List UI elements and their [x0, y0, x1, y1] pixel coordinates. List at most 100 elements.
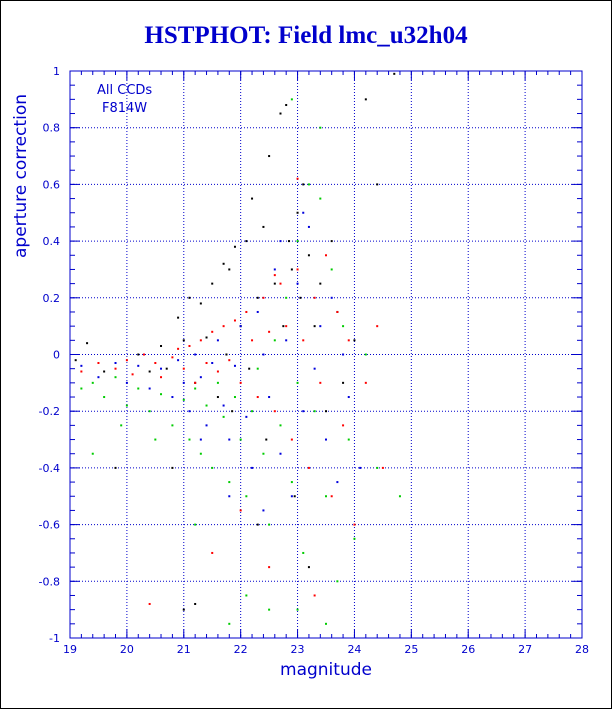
data-point	[330, 495, 333, 498]
data-point	[290, 481, 293, 484]
data-point	[325, 254, 327, 257]
data-point	[285, 104, 288, 107]
data-point	[97, 376, 100, 379]
data-point	[182, 398, 185, 401]
y-tick-label: 0.6	[43, 178, 61, 191]
data-point	[265, 438, 268, 441]
y-tick-label: -0.8	[39, 575, 60, 588]
data-point	[290, 98, 293, 101]
data-point	[251, 339, 254, 342]
y-tick-label: -0.2	[39, 405, 60, 418]
data-point	[91, 452, 94, 455]
data-point	[330, 240, 333, 243]
data-point	[268, 523, 271, 526]
data-point	[182, 381, 185, 384]
data-point	[279, 112, 282, 115]
data-point	[80, 364, 83, 367]
data-point	[325, 495, 327, 498]
data-point	[268, 566, 271, 569]
data-point	[194, 353, 197, 356]
data-point	[319, 381, 322, 384]
data-point	[319, 282, 322, 285]
annotation-ccds: All CCDs	[97, 83, 152, 98]
data-point	[285, 325, 288, 328]
data-point	[302, 183, 305, 186]
data-point	[137, 387, 140, 390]
data-point	[222, 262, 225, 265]
data-point	[290, 495, 293, 498]
data-point	[160, 393, 163, 396]
y-axis-label: aperture correction	[11, 94, 31, 258]
data-point	[364, 98, 367, 101]
data-point	[398, 495, 401, 498]
y-tick-label: 0	[53, 349, 60, 362]
data-point	[342, 381, 345, 384]
data-point	[273, 282, 276, 285]
data-point	[171, 424, 174, 427]
data-point	[273, 268, 276, 271]
data-point	[194, 523, 197, 526]
data-point	[245, 240, 248, 243]
data-point	[199, 376, 202, 379]
data-point	[216, 396, 219, 399]
data-point	[302, 551, 305, 554]
data-point	[296, 608, 299, 611]
y-tick-label: 0.2	[43, 292, 61, 305]
data-point	[148, 387, 151, 390]
x-tick-label: 27	[518, 643, 532, 656]
data-point	[86, 342, 89, 345]
data-point	[211, 466, 214, 469]
y-tick-label: -0.6	[39, 519, 60, 532]
data-point	[336, 310, 339, 313]
data-point	[359, 466, 362, 469]
grid	[70, 71, 582, 638]
data-point	[319, 325, 322, 328]
data-point	[125, 404, 128, 407]
y-tick-label: 0.8	[43, 122, 61, 135]
data-point	[313, 296, 316, 299]
data-point	[393, 72, 396, 75]
data-point	[188, 438, 191, 441]
data-point	[182, 608, 185, 611]
data-point	[160, 344, 163, 347]
data-point	[245, 594, 248, 597]
data-point	[248, 367, 251, 370]
data-point	[279, 282, 282, 285]
data-point	[205, 362, 208, 365]
data-point	[319, 126, 322, 129]
data-point	[262, 225, 265, 228]
data-point	[296, 381, 299, 384]
data-point	[103, 370, 106, 373]
data-point	[307, 254, 310, 257]
data-point	[171, 396, 174, 399]
data-point	[347, 339, 350, 342]
data-point	[233, 364, 236, 367]
data-point	[256, 523, 259, 526]
y-tick-label: -0.4	[39, 462, 60, 475]
data-point	[228, 481, 231, 484]
data-point	[262, 296, 265, 299]
data-point	[137, 353, 140, 356]
data-point	[307, 566, 310, 569]
data-point	[74, 359, 77, 362]
data-point	[336, 580, 339, 583]
data-point	[239, 509, 242, 512]
data-point	[199, 302, 202, 305]
chart-title: HSTPHOT: Field lmc_u32h04	[144, 22, 468, 49]
y-tick-label: -1	[49, 632, 60, 645]
data-point	[114, 367, 117, 370]
data-point	[177, 359, 180, 362]
data-point	[376, 183, 379, 186]
data-point	[245, 495, 248, 498]
data-point	[239, 438, 242, 441]
data-point	[231, 410, 234, 413]
data-point	[325, 622, 327, 625]
x-axis-label: magnitude	[280, 660, 372, 680]
data-point	[188, 296, 191, 299]
y-tick-label: 0.4	[43, 235, 61, 248]
data-point	[125, 381, 128, 384]
data-point	[194, 387, 197, 390]
data-point	[381, 466, 384, 469]
data-point	[325, 438, 327, 441]
data-point	[302, 211, 305, 214]
